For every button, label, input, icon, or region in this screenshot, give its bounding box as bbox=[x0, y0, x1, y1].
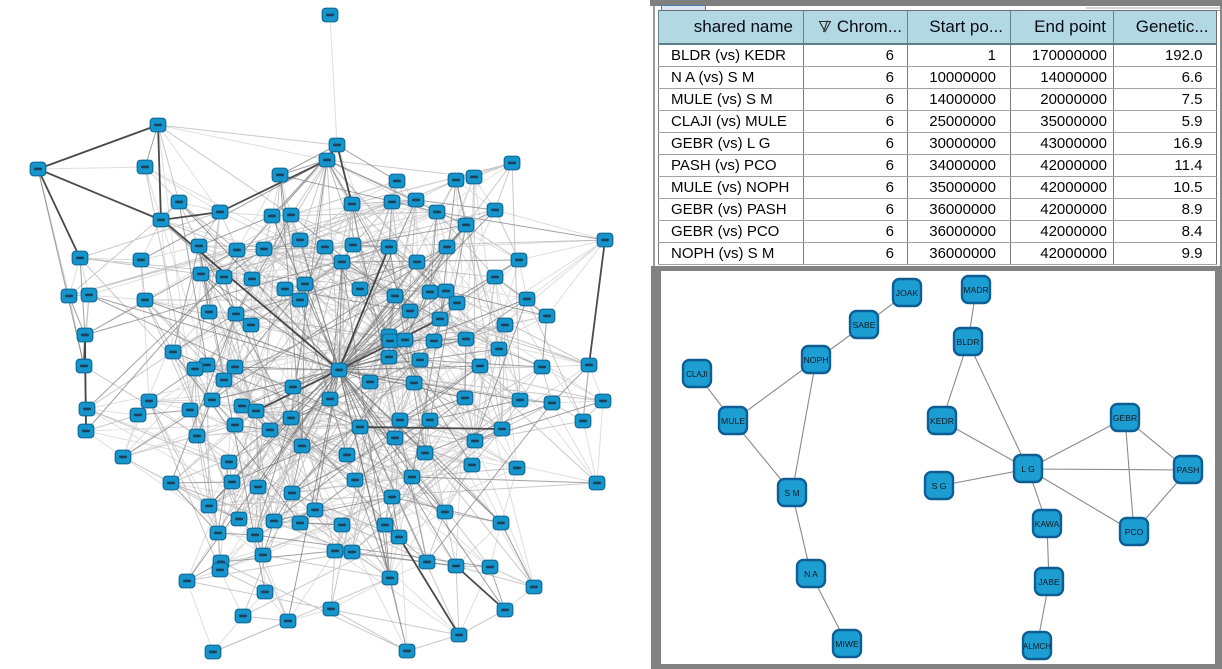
svg-text:JOAK: JOAK bbox=[895, 288, 918, 298]
svg-text:CLAJI: CLAJI bbox=[686, 370, 708, 379]
svg-text:SABE: SABE bbox=[852, 320, 875, 330]
svg-text:NOPH: NOPH bbox=[803, 355, 828, 365]
svg-text:MIWE: MIWE bbox=[835, 639, 859, 649]
svg-text:KAWA: KAWA bbox=[1034, 519, 1059, 529]
svg-text:S M: S M bbox=[784, 488, 799, 498]
svg-text:KEDR: KEDR bbox=[930, 416, 954, 426]
svg-text:S G: S G bbox=[931, 481, 946, 491]
svg-text:N A: N A bbox=[804, 569, 818, 579]
svg-text:PASH: PASH bbox=[1176, 465, 1199, 475]
svg-text:MULE: MULE bbox=[721, 416, 745, 426]
svg-text:MADR: MADR bbox=[963, 285, 988, 295]
svg-text:L G: L G bbox=[1021, 464, 1035, 474]
svg-text:PCO: PCO bbox=[1124, 527, 1143, 537]
svg-text:GEBR: GEBR bbox=[1112, 413, 1136, 423]
svg-text:ALMCH: ALMCH bbox=[1022, 642, 1050, 651]
svg-text:BLDR: BLDR bbox=[956, 337, 979, 347]
svg-text:JABE: JABE bbox=[1038, 577, 1060, 587]
